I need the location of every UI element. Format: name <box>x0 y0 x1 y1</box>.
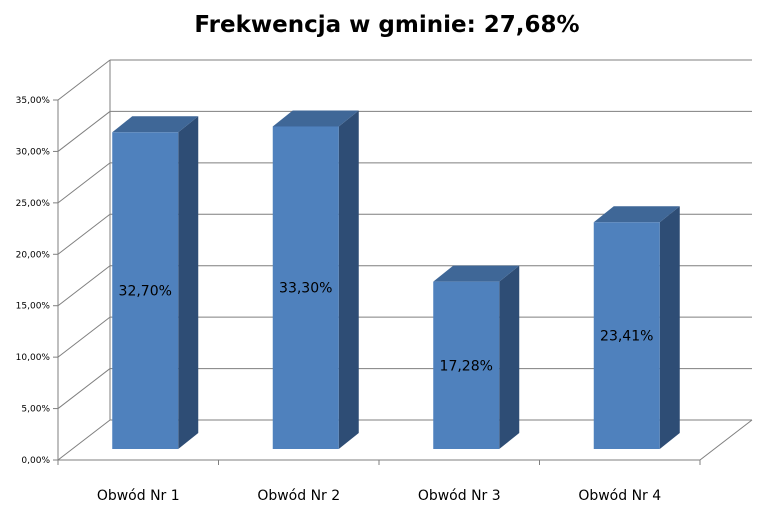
axes <box>53 60 753 465</box>
gridline-side <box>57 213 111 255</box>
x-category-label: Obwód Nr 2 <box>257 488 340 504</box>
gridline-side <box>57 265 111 307</box>
x-category-label: Obwód Nr 4 <box>578 488 661 504</box>
chart-title: Frekwencja w gminie: 27,68% <box>194 12 580 38</box>
bar-front-face <box>272 126 339 450</box>
gridline-side <box>57 316 111 358</box>
y-tick-label: 30,00% <box>16 147 51 157</box>
bar-top-face <box>112 116 199 133</box>
gridline-side <box>57 59 111 101</box>
x-category-label: Obwód Nr 3 <box>418 488 501 504</box>
y-tick-label: 25,00% <box>16 199 51 209</box>
y-axis-tick-labels: 0,00% 5,00% 10,00% 15,00% 20,00% 25,00% 30,00%… <box>16 96 51 466</box>
bar-data-label: 23,41% <box>600 329 653 345</box>
bar-data-label: 33,30% <box>279 281 332 297</box>
bar-top-face <box>593 206 680 223</box>
bar-side-face <box>338 110 359 450</box>
bar-3: 17,28% <box>433 265 520 449</box>
bar-top-face <box>433 265 520 282</box>
bar-top-face <box>272 110 359 127</box>
floor-right-edge <box>699 419 753 461</box>
bars: 32,70% 33,30% 17,28% 23,41% <box>112 110 680 450</box>
bar-front-face <box>593 222 660 449</box>
x-category-label: Obwód Nr 1 <box>97 488 180 504</box>
x-axis-category-labels: Obwód Nr 1 Obwód Nr 2 Obwód Nr 3 Obwód Nr 4 <box>97 488 661 504</box>
y-tick-label: 10,00% <box>16 353 51 363</box>
gridline-side <box>57 419 111 461</box>
bar-1: 32,70% <box>112 116 199 449</box>
gridline-side <box>57 368 111 409</box>
bar-side-face <box>499 265 520 449</box>
bar-data-label: 32,70% <box>119 284 172 300</box>
bar-data-label: 17,28% <box>440 358 493 374</box>
gridline-side <box>57 111 111 152</box>
y-tick-label: 20,00% <box>16 250 51 260</box>
bar-4: 23,41% <box>593 206 680 449</box>
bar-side-face <box>178 116 199 449</box>
y-tick-label: 35,00% <box>16 96 51 106</box>
y-tick-label: 0,00% <box>21 456 50 466</box>
gridline-side <box>57 162 111 204</box>
bar-2: 33,30% <box>272 110 359 450</box>
y-tick-label: 15,00% <box>16 302 51 312</box>
bar-front-face <box>433 281 500 449</box>
y-tick-label: 5,00% <box>21 405 50 415</box>
bar-side-face <box>659 206 680 449</box>
bar-front-face <box>112 132 179 449</box>
